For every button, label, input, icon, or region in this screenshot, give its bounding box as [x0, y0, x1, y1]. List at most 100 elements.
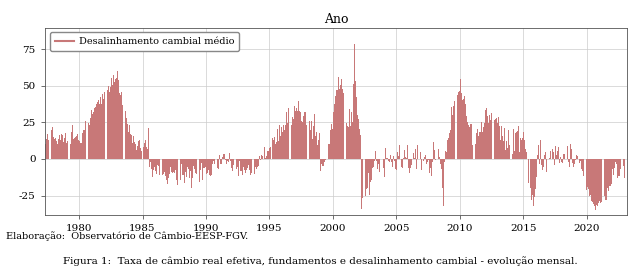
Bar	[299, 111, 300, 159]
Bar	[171, 159, 172, 172]
Bar	[307, 118, 308, 159]
Bar	[362, 159, 364, 198]
Bar	[560, 157, 561, 159]
Bar	[539, 159, 540, 164]
Bar	[466, 116, 467, 159]
Bar	[295, 111, 296, 159]
Bar	[463, 99, 464, 159]
Bar	[386, 158, 387, 159]
Bar	[259, 156, 260, 159]
Bar	[446, 152, 447, 159]
Bar	[354, 44, 355, 159]
Bar	[114, 82, 115, 159]
Bar	[151, 159, 152, 169]
Bar	[46, 139, 47, 159]
Text: Elaboração:  Observatório de Câmbio-EESP-FGV.: Elaboração: Observatório de Câmbio-EESP-…	[6, 231, 249, 241]
Bar	[300, 112, 301, 159]
Bar	[476, 133, 477, 159]
Bar	[584, 159, 586, 176]
Bar	[488, 123, 489, 159]
Bar	[59, 135, 60, 159]
Bar	[597, 159, 598, 206]
Bar	[108, 86, 109, 159]
Bar	[538, 145, 539, 159]
Bar	[193, 159, 195, 166]
Bar	[541, 159, 542, 165]
Bar	[220, 159, 221, 164]
Bar	[74, 138, 75, 159]
Bar	[206, 159, 207, 174]
Bar	[104, 92, 106, 159]
Bar	[444, 159, 445, 162]
Bar	[250, 159, 252, 175]
Bar	[604, 159, 605, 196]
Title: Ano: Ano	[324, 13, 348, 26]
Bar	[428, 159, 429, 160]
Bar	[524, 141, 525, 159]
Bar	[472, 145, 474, 159]
Bar	[228, 159, 229, 162]
Bar	[499, 126, 500, 159]
Bar	[413, 153, 414, 159]
Bar	[443, 159, 444, 206]
Bar	[264, 147, 265, 159]
Bar	[385, 148, 386, 159]
Bar	[543, 159, 544, 167]
Bar	[223, 154, 224, 159]
Bar	[68, 134, 70, 159]
Bar	[610, 159, 611, 186]
Bar	[172, 159, 173, 173]
Bar	[239, 159, 240, 161]
Bar	[79, 141, 80, 159]
Bar	[129, 125, 130, 159]
Bar	[505, 150, 506, 159]
Bar	[552, 150, 553, 159]
Bar	[407, 145, 408, 159]
Bar	[558, 147, 559, 159]
Bar	[519, 152, 520, 159]
Bar	[140, 148, 141, 159]
Bar	[577, 156, 578, 159]
Bar	[318, 140, 319, 159]
Bar	[204, 159, 205, 168]
Bar	[537, 155, 538, 159]
Bar	[329, 144, 330, 159]
Bar	[280, 136, 281, 159]
Bar	[554, 159, 555, 165]
Bar	[590, 159, 591, 195]
Bar	[591, 159, 592, 201]
Bar	[175, 159, 176, 170]
Bar	[152, 159, 153, 177]
Bar	[613, 159, 614, 175]
Bar	[331, 124, 332, 159]
Bar	[76, 136, 77, 159]
Bar	[527, 158, 529, 159]
Bar	[131, 135, 132, 159]
Bar	[483, 127, 484, 159]
Bar	[209, 159, 210, 175]
Bar	[313, 126, 314, 159]
Bar	[514, 151, 515, 159]
Bar	[588, 159, 589, 189]
Bar	[312, 139, 313, 159]
Bar	[94, 108, 95, 159]
Bar	[210, 159, 211, 176]
Bar	[41, 134, 42, 159]
Bar	[480, 133, 481, 159]
Bar	[242, 159, 243, 175]
Bar	[393, 156, 394, 159]
Bar	[315, 136, 316, 159]
Bar	[117, 71, 118, 159]
Bar	[376, 159, 377, 161]
Bar	[371, 159, 372, 180]
Bar	[136, 150, 137, 159]
Bar	[55, 138, 56, 159]
Bar	[224, 154, 225, 159]
Bar	[298, 101, 299, 159]
Bar	[332, 129, 333, 159]
Bar	[374, 159, 375, 161]
Bar	[324, 159, 325, 162]
Bar	[574, 159, 575, 164]
Bar	[531, 159, 532, 200]
Bar	[207, 159, 208, 173]
